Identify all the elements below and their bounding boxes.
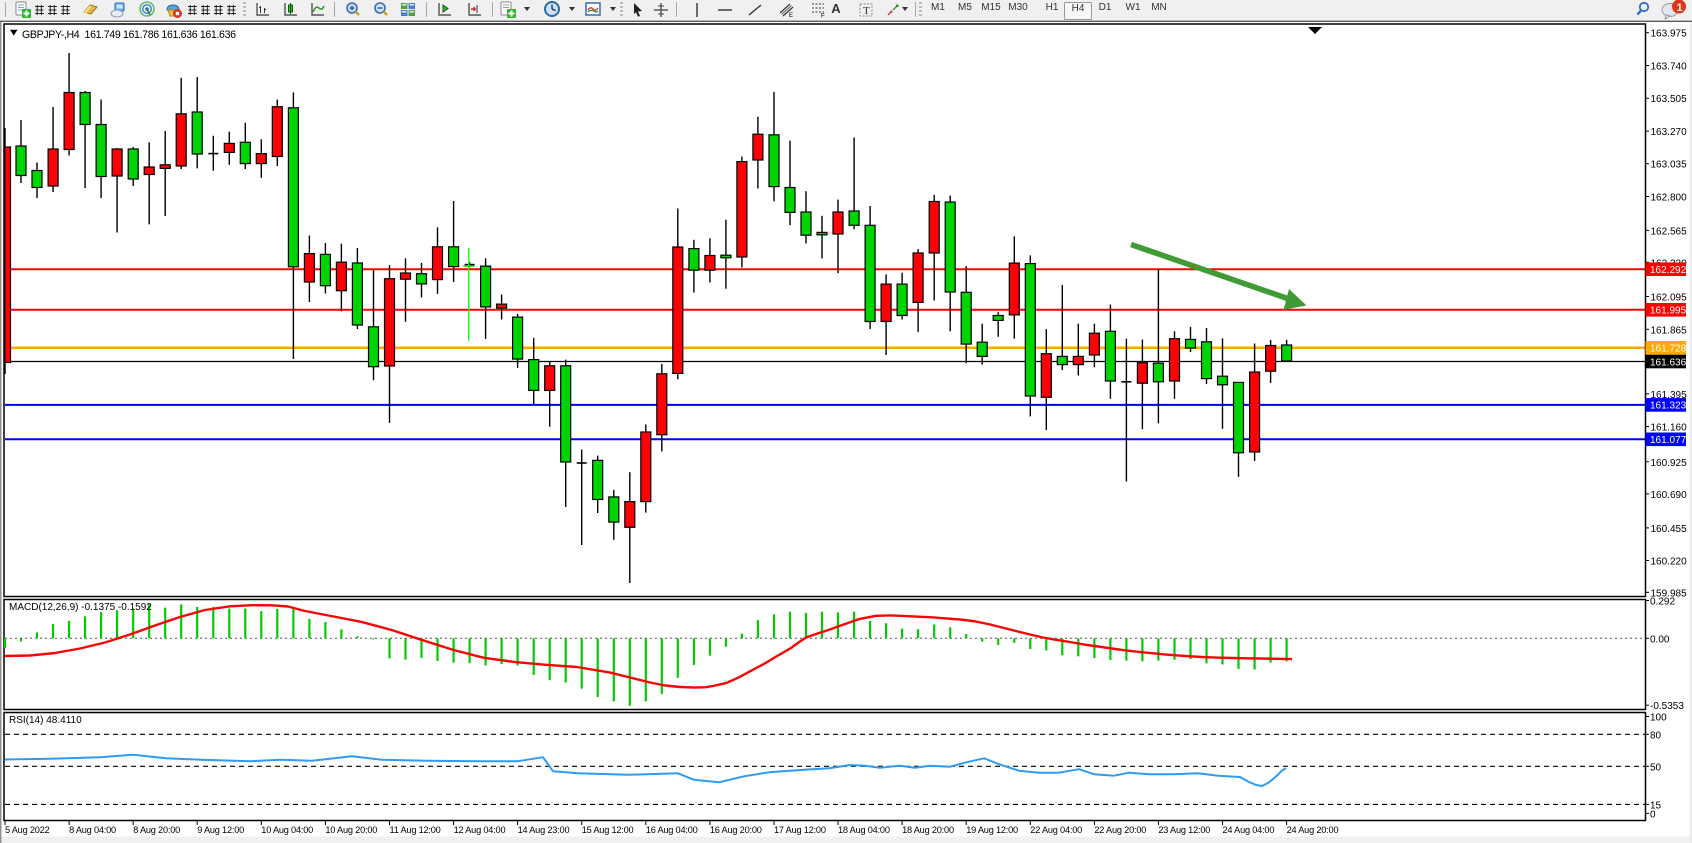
svg-text:E: E bbox=[789, 13, 793, 19]
svg-text:-0.5353: -0.5353 bbox=[1650, 701, 1684, 712]
svg-text:23 Aug 12:00: 23 Aug 12:00 bbox=[1158, 825, 1210, 835]
svg-text:0: 0 bbox=[1650, 809, 1656, 820]
svg-text:163.740: 163.740 bbox=[1651, 62, 1688, 73]
svg-text:8 Aug 04:00: 8 Aug 04:00 bbox=[69, 825, 116, 835]
svg-text:10 Aug 04:00: 10 Aug 04:00 bbox=[261, 825, 313, 835]
svg-text:161.865: 161.865 bbox=[1651, 325, 1688, 336]
svg-text:5 Aug 2022: 5 Aug 2022 bbox=[5, 825, 50, 835]
svg-text:T: T bbox=[863, 5, 870, 17]
svg-text:50: 50 bbox=[1650, 762, 1662, 773]
svg-text:9 Aug 12:00: 9 Aug 12:00 bbox=[197, 825, 244, 835]
svg-text:0.292: 0.292 bbox=[1650, 597, 1675, 608]
svg-text:18 Aug 04:00: 18 Aug 04:00 bbox=[838, 825, 890, 835]
svg-text:163.035: 163.035 bbox=[1651, 160, 1688, 171]
svg-text:161.160: 161.160 bbox=[1651, 423, 1688, 434]
svg-text:100: 100 bbox=[1650, 713, 1667, 724]
svg-text:160.455: 160.455 bbox=[1651, 524, 1688, 535]
svg-text:17 Aug 12:00: 17 Aug 12:00 bbox=[774, 825, 826, 835]
svg-text:12 Aug 04:00: 12 Aug 04:00 bbox=[454, 825, 506, 835]
svg-text:F: F bbox=[821, 14, 825, 20]
svg-text:0.00: 0.00 bbox=[1650, 634, 1670, 645]
svg-text:80: 80 bbox=[1650, 730, 1662, 741]
svg-text:161.728: 161.728 bbox=[1650, 344, 1687, 355]
svg-text:15 Aug 12:00: 15 Aug 12:00 bbox=[582, 825, 634, 835]
svg-text:161.636: 161.636 bbox=[1650, 357, 1687, 368]
svg-text:163.270: 163.270 bbox=[1651, 127, 1688, 138]
svg-text:161.323: 161.323 bbox=[1650, 401, 1687, 412]
svg-text:16 Aug 04:00: 16 Aug 04:00 bbox=[646, 825, 698, 835]
svg-text:160.220: 160.220 bbox=[1651, 557, 1688, 568]
svg-text:16 Aug 20:00: 16 Aug 20:00 bbox=[710, 825, 762, 835]
svg-text:10 Aug 20:00: 10 Aug 20:00 bbox=[325, 825, 377, 835]
svg-text:24 Aug 20:00: 24 Aug 20:00 bbox=[1287, 825, 1339, 835]
svg-text:162.565: 162.565 bbox=[1651, 226, 1688, 237]
svg-text:22 Aug 04:00: 22 Aug 04:00 bbox=[1030, 825, 1082, 835]
svg-text:24 Aug 04:00: 24 Aug 04:00 bbox=[1223, 825, 1275, 835]
svg-text:160.690: 160.690 bbox=[1651, 490, 1688, 501]
svg-text:RSI(14) 48.4110: RSI(14) 48.4110 bbox=[9, 715, 82, 726]
svg-text:14 Aug 23:00: 14 Aug 23:00 bbox=[518, 825, 570, 835]
svg-text:163.975: 163.975 bbox=[1651, 29, 1688, 40]
svg-text:162.292: 162.292 bbox=[1650, 265, 1687, 276]
svg-text:163.505: 163.505 bbox=[1651, 94, 1688, 105]
svg-text:162.095: 162.095 bbox=[1651, 293, 1688, 304]
svg-text:161.995: 161.995 bbox=[1650, 306, 1687, 317]
svg-text:161.395: 161.395 bbox=[1651, 390, 1688, 401]
svg-text:22 Aug 20:00: 22 Aug 20:00 bbox=[1094, 825, 1146, 835]
svg-text:MACD(12,26,9) -0.1375 -0.1592: MACD(12,26,9) -0.1375 -0.1592 bbox=[9, 602, 152, 613]
svg-text:161.077: 161.077 bbox=[1650, 435, 1687, 446]
svg-text:1: 1 bbox=[1677, 2, 1683, 14]
svg-text:GBPJPY-,H4 161.749 161.786 16: GBPJPY-,H4 161.749 161.786 161.636 161.6… bbox=[22, 29, 236, 41]
svg-text:11 Aug 12:00: 11 Aug 12:00 bbox=[390, 825, 441, 835]
svg-text:160.925: 160.925 bbox=[1651, 458, 1688, 469]
svg-text:18 Aug 20:00: 18 Aug 20:00 bbox=[902, 825, 954, 835]
svg-text:162.800: 162.800 bbox=[1651, 193, 1688, 204]
svg-text:15: 15 bbox=[1650, 800, 1662, 811]
svg-text:8 Aug 20:00: 8 Aug 20:00 bbox=[133, 825, 180, 835]
svg-text:19 Aug 12:00: 19 Aug 12:00 bbox=[966, 825, 1018, 835]
svg-text:159.985: 159.985 bbox=[1651, 588, 1688, 599]
